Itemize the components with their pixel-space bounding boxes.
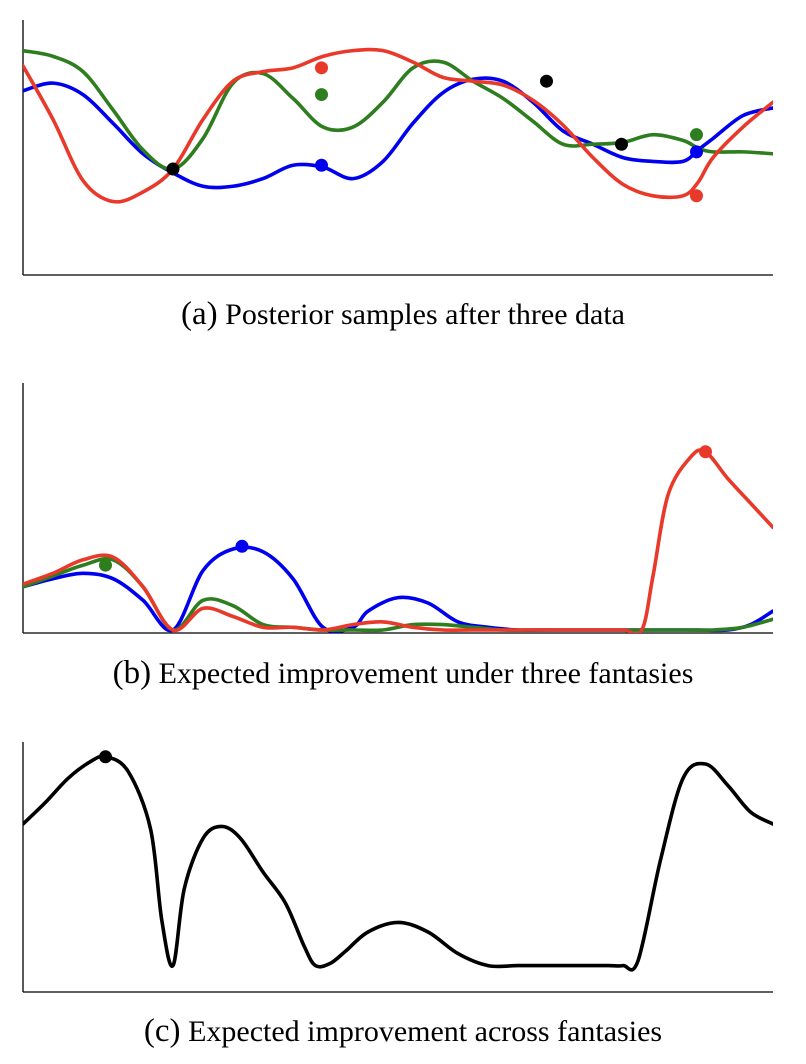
panel-c-black-data-point xyxy=(99,750,112,764)
panel-a-green-data-point xyxy=(315,88,328,102)
caption-a-text: Posterior samples after three data xyxy=(225,298,625,331)
panel-b-blue-data-point xyxy=(235,539,249,553)
caption-b-text: Expected improvement under three fantasi… xyxy=(158,657,694,690)
panel-a-green-series-line xyxy=(23,48,773,171)
caption-b-tag: (b) xyxy=(112,655,152,691)
panel-a-black-data-point xyxy=(615,137,628,151)
panel-a-blue-data-point xyxy=(690,145,703,159)
panel-a-red-series-line xyxy=(23,47,773,204)
panel-c-chart xyxy=(22,742,773,993)
panel-a-red-data-point xyxy=(690,189,703,203)
panel-b-red-series-line xyxy=(23,448,773,633)
caption-a-tag: (a) xyxy=(181,296,218,332)
caption-c-tag: (c) xyxy=(143,1013,181,1049)
panel-b-red-data-point xyxy=(699,445,712,459)
caption-c: (c) Expected improvement across fantasie… xyxy=(0,1015,806,1048)
panel-a-black-data-point xyxy=(540,74,553,88)
panel-c-black-series-line xyxy=(23,754,773,972)
panel-a-chart xyxy=(22,20,773,276)
panel-a-red-data-point xyxy=(315,61,328,75)
panel-a-blue-series-line xyxy=(23,76,773,190)
panel-a-blue-data-point xyxy=(315,158,328,172)
panel-b-blue-series-line xyxy=(23,545,773,633)
panel-a-black-data-point xyxy=(166,162,180,176)
panel-b-chart xyxy=(22,383,773,634)
caption-c-text: Expected improvement across fantasies xyxy=(188,1015,663,1048)
panel-a-green-data-point xyxy=(690,128,703,142)
caption-a: (a) Posterior samples after three data xyxy=(0,298,806,331)
caption-b: (b) Expected improvement under three fan… xyxy=(0,657,806,690)
panel-b-green-data-point xyxy=(99,558,112,572)
